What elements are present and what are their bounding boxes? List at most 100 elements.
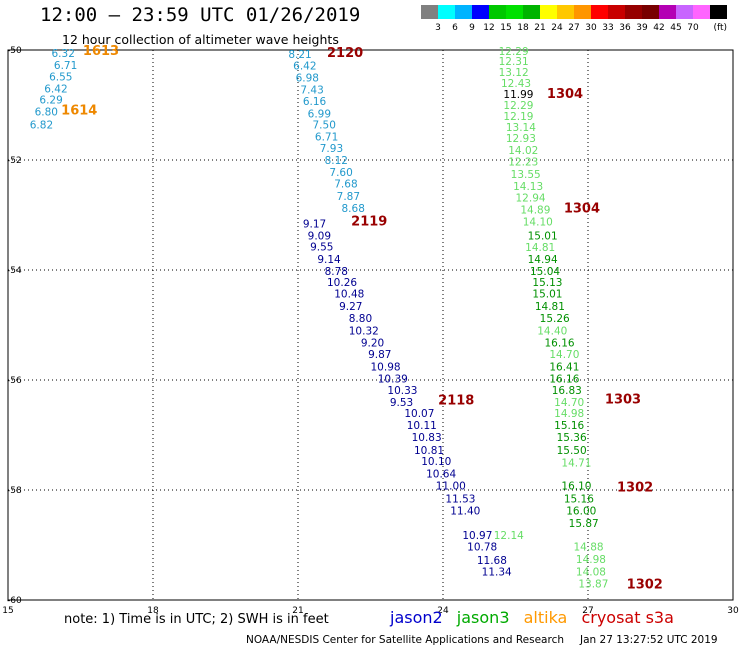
wave-height-label: 6.42 [44,84,67,96]
colorbar-unit: (ft) [713,23,727,33]
wave-height-label: 14.13 [513,181,543,193]
wave-height-label: 7.68 [334,179,357,191]
y-tick-label: -52 [7,156,22,166]
wave-height-label: 12.94 [516,192,546,204]
colorbar-tick-label: 12 [483,23,494,33]
pass-number-label: 1302 [627,578,663,593]
wave-height-label: 9.53 [390,397,413,409]
wave-height-label: 14.98 [576,554,606,566]
colorbar-tick-label: 6 [452,23,458,33]
wave-height-label: 6.98 [296,73,319,85]
wave-height-label: 11.40 [450,505,480,517]
wave-height-label: 14.81 [535,301,565,313]
wave-height-label: 9.20 [361,338,384,350]
colorbar-tick-label: 24 [551,23,563,33]
colorbar-swatch [625,5,642,19]
y-tick-label: -50 [7,46,22,56]
pass-number-label: 2119 [351,215,387,230]
colorbar-swatch [693,5,710,19]
colorbar-tick-label: 70 [687,23,699,33]
pass-number-label: 1304 [564,201,600,216]
wave-height-label: 7.60 [329,167,352,179]
colorbar-swatch [574,5,591,19]
wave-height-label: 6.99 [308,108,331,120]
wave-height-label: 6.82 [30,119,53,131]
wave-height-label: 12.43 [501,78,531,90]
colorbar-swatch [659,5,676,19]
wave-height-label: 6.29 [39,95,62,107]
wave-height-label: 15.16 [564,493,594,505]
wave-height-label: 8.12 [325,155,348,167]
wave-height-label: 9.55 [310,241,333,253]
wave-height-label: 6.71 [315,131,338,143]
wave-height-label: 8.68 [342,203,365,215]
wave-height-label: 6.71 [54,60,77,72]
wave-height-label: 15.50 [557,445,587,457]
wave-height-label: 14.71 [561,458,591,470]
pass-number-label: 1613 [83,44,119,59]
wave-height-label: 8.80 [349,313,372,325]
wave-height-label: 12.29 [503,100,533,112]
wave-height-label: 15.26 [540,313,570,325]
wave-height-label: 9.87 [368,349,391,361]
pass-number-label: 1302 [617,480,653,495]
wave-height-label: 7.50 [313,119,336,131]
wave-height-label: 10.64 [426,469,456,481]
wave-height-label: 6.42 [293,60,316,72]
x-tick-label: 21 [292,606,303,616]
wave-height-label: 14.70 [549,349,579,361]
wave-height-label: 11.68 [477,555,507,567]
wave-height-label: 12.23 [508,157,538,169]
satellite-legend: jason2 jason3 altika cryosat s3a [390,608,683,627]
legend-cryosat: cryosat s3a [581,608,674,627]
colorbar-tick-label: 27 [568,23,579,33]
wave-height-label: 10.32 [349,326,379,338]
colorbar-tick-label: 3 [435,23,441,33]
wave-height-label: 10.11 [407,420,437,432]
colorbar-tick-label: 39 [636,23,648,33]
page-title: 12:00 – 23:59 UTC 01/26/2019 [40,4,361,26]
colorbar-tick-label: 30 [585,23,597,33]
wave-height-label: 11.34 [482,566,512,578]
colorbar-swatch [608,5,625,19]
wave-height-label: 10.07 [404,408,434,420]
wave-height-label: 12.19 [503,111,533,123]
wave-height-colorbar: 3 6 9 12 15 18 21 24 27 30 33 36 39 42 45 70 (ft) [421,5,727,33]
wave-height-label: 14.02 [508,145,538,157]
wave-height-label: 15.87 [569,518,599,530]
wave-height-label: 14.88 [574,542,604,554]
wave-height-label: 10.39 [378,373,408,385]
wave-height-label: 7.43 [300,85,323,97]
wave-height-label: 14.94 [528,254,558,266]
wave-height-label: 12.29 [499,46,529,58]
wave-height-label: 15.04 [530,266,560,278]
colorbar-tick-label: 45 [670,23,681,33]
wave-height-label: 16.00 [566,505,596,517]
wave-height-label: 14.98 [554,408,584,420]
wave-height-label: 12.14 [494,530,524,542]
wave-height-label: 13.14 [506,122,536,134]
colorbar-swatch [421,5,438,19]
wave-height-label: 10.48 [334,289,364,301]
colorbar-swatch [710,5,727,19]
wave-height-label: 16.41 [549,361,579,373]
wave-height-label: 8.21 [288,49,311,61]
wave-height-label: 14.40 [537,326,567,338]
timestamp: Jan 27 13:27:52 UTC 2019 [580,634,718,646]
x-tick-label: 18 [147,606,159,616]
wave-height-label: 10.81 [414,445,444,457]
wave-height-label: 11.53 [445,493,475,505]
wave-height-label: 9.14 [317,254,341,266]
colorbar-swatch [676,5,693,19]
y-tick-label: -56 [7,376,22,386]
page-subtitle: 12 hour collection of altimeter wave hei… [62,32,339,47]
wave-height-label: 10.83 [412,432,442,444]
wave-height-label: 9.17 [303,218,326,230]
wave-height-label: 10.78 [467,542,497,554]
wave-height-label: 15.16 [554,420,584,432]
wave-height-label: 10.33 [387,385,417,397]
pass-number-label: 1614 [61,104,97,119]
colorbar-tick-label: 21 [534,23,545,33]
wave-height-label: 7.93 [320,143,343,155]
pass-number-label: 2118 [438,393,474,408]
